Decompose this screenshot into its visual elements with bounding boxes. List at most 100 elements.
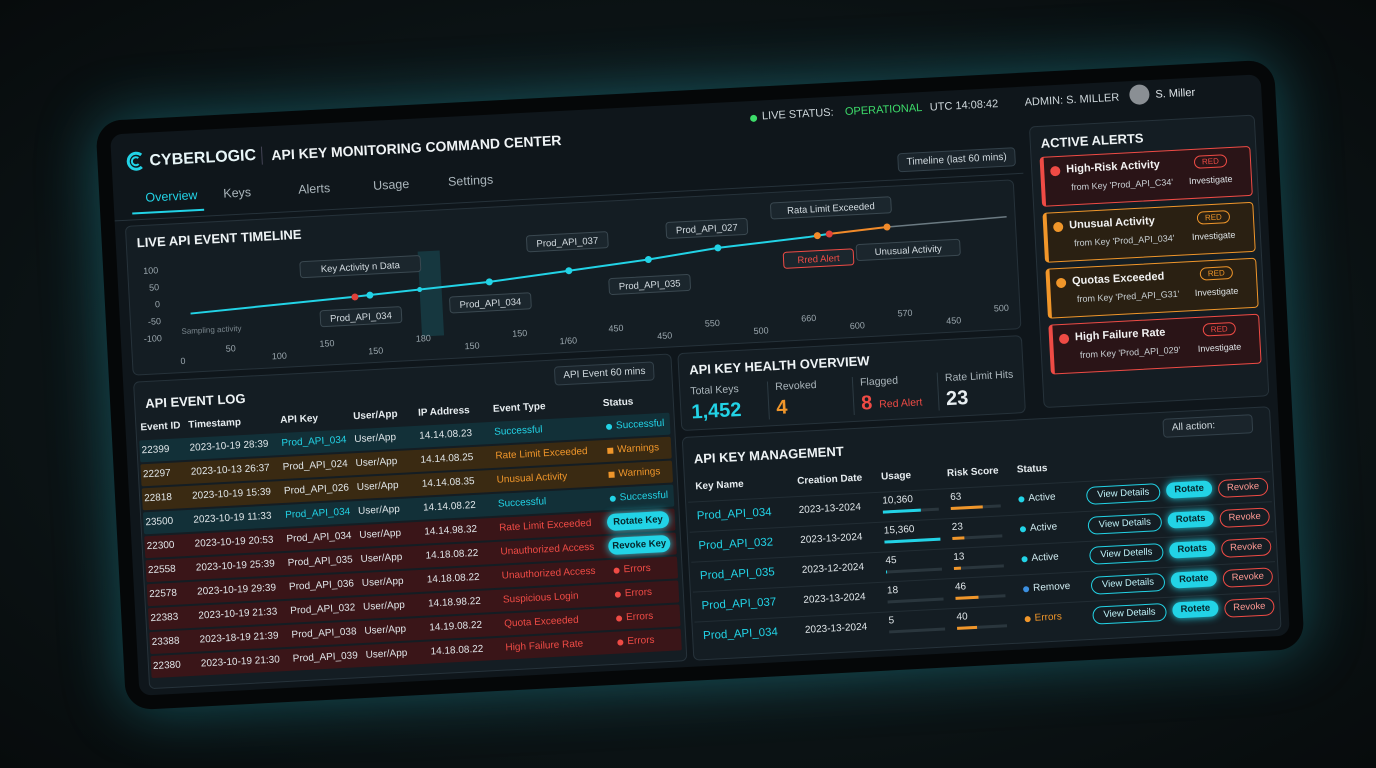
key-action[interactable]: View Details xyxy=(1087,513,1163,535)
log-cell: 14.18.08.22 xyxy=(426,571,480,586)
nav-tab[interactable]: Alerts xyxy=(297,181,331,197)
log-cell: 2023-10-19 29:39 xyxy=(196,582,277,598)
tablet-frame: CYBERLOGIC API KEY MONITORING COMMAND CE… xyxy=(95,59,1305,711)
key-action[interactable]: View Detells xyxy=(1089,542,1164,565)
user-menu[interactable]: S. Miller xyxy=(1155,86,1196,101)
log-cell: User/App xyxy=(361,575,404,589)
key-status: Active xyxy=(1028,491,1056,504)
timeline-note: Sampling activity xyxy=(181,324,241,336)
status-icon xyxy=(1024,616,1031,623)
status-icon xyxy=(607,447,614,454)
key-action[interactable]: View Details xyxy=(1085,483,1161,505)
timeline-filter[interactable]: Timeline (last 60 mins) xyxy=(897,147,1017,173)
alert-action[interactable]: Investigate xyxy=(1197,341,1242,354)
key-action[interactable]: View Details xyxy=(1090,572,1166,595)
key-name: Prod_API_032 xyxy=(698,536,774,553)
key-date: 2023-13-2024 xyxy=(803,591,866,606)
log-status: Errors xyxy=(625,610,654,624)
avatar[interactable] xyxy=(1128,84,1150,106)
panel-title: ACTIVE ALERTS xyxy=(1040,130,1144,151)
callout-label: Prod_API_034 xyxy=(459,297,521,311)
log-action[interactable]: Revoke Key xyxy=(607,534,671,556)
callout-box xyxy=(608,274,691,295)
column-header: Risk Score xyxy=(946,465,999,480)
log-cell: User/App xyxy=(360,551,403,565)
status-label: LIVE STATUS: xyxy=(761,106,834,123)
log-cell: 23388 xyxy=(151,635,180,649)
key-action[interactable]: Revoke xyxy=(1219,507,1271,528)
x-tick-label: 550 xyxy=(705,318,721,329)
log-cell: Prod_API_026 xyxy=(283,482,350,497)
alert-card[interactable]: Quotas Exceeded from Key 'Pred_API_G31' RE… xyxy=(1045,257,1259,319)
risk-track xyxy=(953,564,1004,570)
alert-action[interactable]: Investigate xyxy=(1188,173,1233,187)
alert-card[interactable]: High Failure Rate from Key 'Prod_API_029'… xyxy=(1048,313,1262,375)
status-icon xyxy=(615,615,623,622)
alert-card[interactable]: Unusual Activity from Key 'Prod_API_034' R… xyxy=(1042,201,1256,263)
key-date: 2023-13-2024 xyxy=(798,501,862,516)
alert-action[interactable]: Investigate xyxy=(1191,229,1236,243)
log-cell: User/App xyxy=(356,479,399,494)
column-header: Usage xyxy=(880,470,912,483)
key-action[interactable]: Revoke xyxy=(1223,597,1275,618)
nav-tab[interactable]: Settings xyxy=(447,172,494,189)
key-action[interactable]: Revoke xyxy=(1222,567,1274,588)
x-tick-label: 1/60 xyxy=(559,335,577,346)
alert-icon xyxy=(1058,333,1070,345)
alert-card[interactable]: High-Risk Activity from Key 'Prod_API_C34… xyxy=(1039,145,1253,207)
log-cell: 22818 xyxy=(143,491,173,505)
risk-value: 46 xyxy=(954,581,967,593)
nav-tab[interactable]: Keys xyxy=(222,185,252,201)
nav-tab[interactable]: Overview xyxy=(131,187,205,215)
risk-value: 40 xyxy=(956,611,968,623)
key-action[interactable]: View Details xyxy=(1092,602,1167,625)
status-icon xyxy=(617,639,624,646)
key-action[interactable]: Rotete xyxy=(1172,600,1219,619)
alert-list: High-Risk Activity from Key 'Prod_API_C34… xyxy=(1032,145,1268,397)
metric-value: 1,452 xyxy=(690,398,742,424)
key-status: Errors xyxy=(1034,611,1063,624)
alert-icon xyxy=(1050,165,1061,177)
event-log-table: Event ID Timestamp API Key User/App IP Addre… xyxy=(136,392,686,686)
risk-bar xyxy=(953,566,961,570)
key-action[interactable]: Revoke xyxy=(1220,537,1272,558)
log-cell: Unusual Activity xyxy=(496,471,568,486)
log-cell: Suspicious Login xyxy=(502,590,579,606)
nav-tab[interactable]: Usage xyxy=(372,176,410,193)
log-status: Errors xyxy=(624,586,653,600)
alert-title: Quotas Exceeded xyxy=(1071,270,1165,288)
column-header: Timestamp xyxy=(188,417,242,431)
clock: UTC 14:08:42 xyxy=(929,98,999,114)
key-filter[interactable]: All action: xyxy=(1162,414,1254,438)
panel-title: API EVENT LOG xyxy=(144,390,246,412)
log-cell: 14.14.08.22 xyxy=(422,499,477,514)
log-status: Warnings xyxy=(618,466,661,480)
key-action[interactable]: Rotate xyxy=(1165,480,1213,499)
x-tick-label: 50 xyxy=(225,343,236,354)
metric-value: 8 xyxy=(860,392,873,415)
alert-action[interactable]: Investigate xyxy=(1194,285,1239,298)
log-cell: Successful xyxy=(493,424,543,438)
usage-track xyxy=(889,627,946,634)
key-table: Key Name Creation Date Usage Risk Score Stat… xyxy=(685,447,1281,657)
key-action[interactable]: Rotate xyxy=(1170,570,1218,589)
status-value: OPERATIONAL xyxy=(844,101,923,119)
risk-value: 63 xyxy=(949,491,962,504)
key-action[interactable]: Revoke xyxy=(1217,477,1269,499)
callout-box xyxy=(855,238,961,261)
key-action[interactable]: Rotats xyxy=(1168,540,1216,559)
log-cell: Prod_API_036 xyxy=(288,578,355,593)
x-tick-label: 450 xyxy=(657,330,673,341)
brand-logo xyxy=(126,151,143,171)
log-cell: 2023-18-19 21:39 xyxy=(199,630,279,646)
log-cell: 2023-10-19 21:33 xyxy=(198,606,278,622)
log-filter[interactable]: API Event 60 mins xyxy=(553,361,655,386)
callout-label: Rata Limit Exceeded xyxy=(787,201,875,217)
log-cell: High Failure Rate xyxy=(505,638,584,654)
key-action[interactable]: Rotats xyxy=(1167,510,1215,529)
log-action[interactable]: Rotate Key xyxy=(606,510,670,532)
log-cell: 22380 xyxy=(152,659,182,673)
alert-source: from Key 'Prod_API_029' xyxy=(1079,344,1181,361)
x-tick-label: 450 xyxy=(946,315,962,326)
log-cell: User/App xyxy=(359,527,402,542)
